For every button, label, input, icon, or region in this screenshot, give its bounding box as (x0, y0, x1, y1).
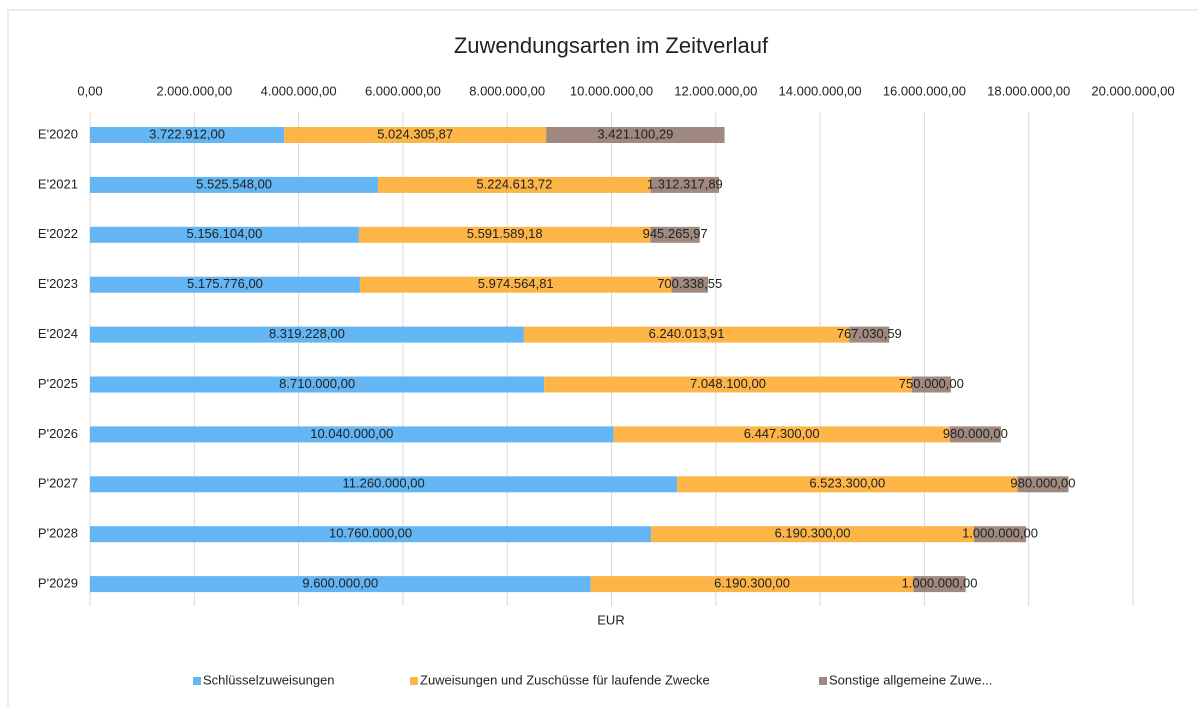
bar-segment (523, 326, 850, 343)
x-tick-label: 12.000.000,00 (674, 83, 757, 98)
x-tick-label: 6.000.000,00 (365, 83, 441, 98)
y-tick-label: P'2025 (38, 376, 78, 391)
bar-segment (677, 476, 1018, 493)
data-label: 5.175.776,00 (187, 276, 263, 291)
x-tick-label: 0,00 (77, 83, 102, 98)
data-label: 1.312.317,89 (647, 176, 723, 191)
legend-label: Zuweisungen und Zuschüsse für laufende Z… (420, 672, 710, 687)
legend-swatch (193, 677, 201, 685)
y-tick-label: P'2026 (38, 426, 78, 441)
data-label: 5.525.548,00 (196, 176, 272, 191)
x-tick-label: 2.000.000,00 (156, 83, 232, 98)
x-tick-label: 18.000.000,00 (987, 83, 1070, 98)
y-tick-label: E'2023 (38, 276, 78, 291)
data-label: 5.156.104,00 (186, 226, 262, 241)
bar-segment (90, 426, 614, 443)
legend-label: Schlüsselzuweisungen (203, 672, 335, 687)
bar-segment (90, 276, 360, 293)
y-tick-label: E'2022 (38, 226, 78, 241)
data-label: 5.024.305,87 (377, 126, 453, 141)
data-label: 11.260.000,00 (343, 476, 425, 491)
bar-segment (90, 326, 524, 343)
bar-segment (90, 127, 285, 143)
bar-segment (849, 326, 890, 343)
bar-segment (546, 127, 725, 143)
bar-segment (913, 576, 966, 593)
y-tick-label: E'2020 (38, 126, 78, 141)
data-label: 980.000,00 (943, 426, 1008, 441)
y-tick-label: P'2027 (38, 476, 78, 491)
data-label: 700.338,55 (657, 276, 722, 291)
bar-segment (378, 176, 651, 193)
data-label: 6.190.300,00 (775, 526, 851, 541)
data-label: 7.048.100,00 (690, 376, 766, 391)
data-label: 6.240.013,91 (649, 326, 725, 341)
data-label: 6.523.300,00 (809, 476, 885, 491)
data-label: 10.760.000,00 (329, 526, 412, 541)
bar-segment (911, 376, 951, 393)
bar-segment (544, 376, 912, 393)
bar-segment (613, 426, 950, 443)
x-tick-label: 4.000.000,00 (261, 83, 337, 98)
chart-frame (7, 9, 1198, 707)
bar-segment (671, 276, 709, 293)
bar-segment (284, 127, 547, 143)
data-label: 10.040.000,00 (310, 426, 393, 441)
bar-segment (650, 226, 700, 243)
bar-segment (1017, 476, 1069, 493)
x-tick-label: 8.000.000,00 (469, 83, 545, 98)
bar-segment (90, 576, 591, 593)
bar-segment (651, 526, 974, 543)
legend-label: Sonstige allgemeine Zuwe... (829, 672, 992, 687)
data-label: 3.421.100,29 (597, 126, 673, 141)
bar-segment (90, 226, 359, 243)
x-tick-label: 20.000.000,00 (1091, 83, 1174, 98)
x-axis-label: EUR (597, 612, 624, 627)
chart-title: Zuwendungsarten im Zeitverlauf (454, 33, 769, 58)
data-label: 8.710.000,00 (279, 376, 355, 391)
data-label: 8.319.228,00 (269, 326, 345, 341)
y-tick-label: P'2028 (38, 526, 78, 541)
data-label: 5.974.564,81 (478, 276, 554, 291)
legend-swatch (410, 677, 418, 685)
data-label: 5.224.613,72 (476, 176, 552, 191)
data-label: 945.265,97 (643, 226, 708, 241)
y-tick-label: E'2021 (38, 176, 78, 191)
bar-segment (90, 376, 545, 393)
data-label: 6.447.300,00 (744, 426, 820, 441)
data-label: 767.030,59 (837, 326, 902, 341)
bar-segment (949, 426, 1001, 443)
bar-segment (359, 276, 672, 293)
bar-segment (90, 476, 678, 493)
data-label: 1.000.000,00 (962, 526, 1038, 541)
bar-segment (973, 526, 1027, 543)
y-tick-label: P'2029 (38, 576, 78, 591)
y-tick-label: E'2024 (38, 326, 78, 341)
data-label: 9.600.000,00 (302, 576, 378, 591)
data-label: 5.591.589,18 (467, 226, 543, 241)
x-tick-label: 14.000.000,00 (779, 83, 862, 98)
bar-segment (358, 226, 651, 243)
legend-swatch (819, 677, 827, 685)
bar-segment (90, 176, 379, 193)
data-label: 750.000,00 (899, 376, 964, 391)
data-label: 1.000.000,00 (902, 576, 978, 591)
data-label: 6.190.300,00 (714, 576, 790, 591)
bar-segment (650, 176, 720, 193)
data-label: 980.000,00 (1010, 476, 1075, 491)
x-tick-label: 10.000.000,00 (570, 83, 653, 98)
bar-segment (590, 576, 914, 593)
x-tick-label: 16.000.000,00 (883, 83, 966, 98)
data-label: 3.722.912,00 (149, 126, 225, 141)
bar-segment (90, 526, 652, 543)
